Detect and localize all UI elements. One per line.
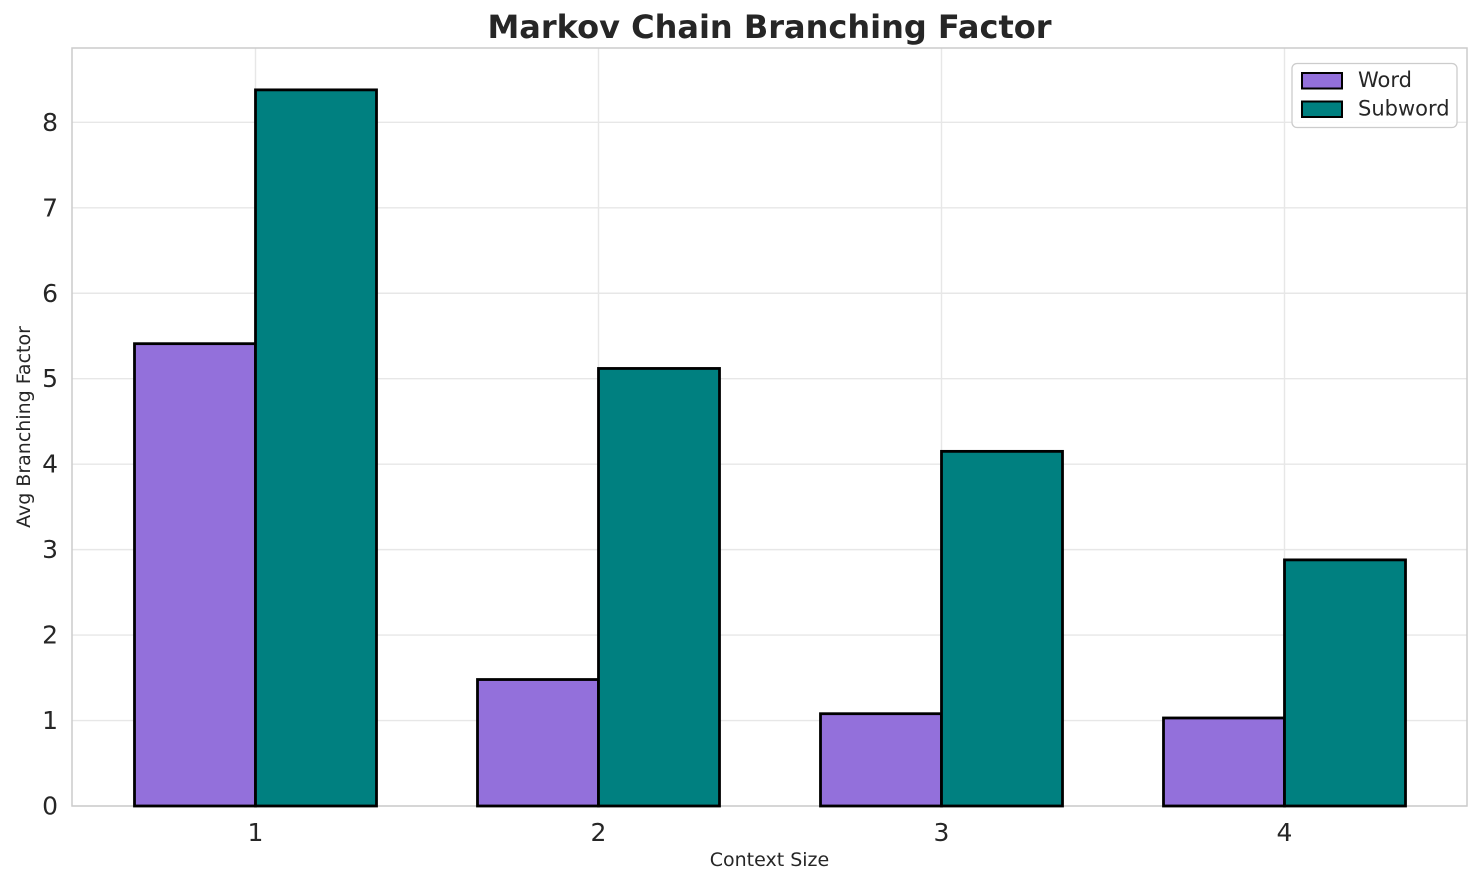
x-tick-label-3: 3 — [934, 818, 950, 847]
y-tick-label-1: 1 — [42, 706, 58, 735]
bar-subword-4 — [1283, 558, 1407, 808]
y-tick-label-7: 7 — [42, 193, 58, 222]
x-tick-label-1: 1 — [248, 818, 264, 847]
y-axis-label: Avg Branching Factor — [13, 326, 35, 528]
bar-subword-3 — [940, 449, 1064, 808]
x-tick-label-2: 2 — [591, 818, 607, 847]
y-tick-label-3: 3 — [42, 535, 58, 564]
y-tick-label-4: 4 — [42, 450, 58, 479]
y-tick-label-2: 2 — [42, 621, 58, 650]
bar-word-4 — [1162, 716, 1286, 808]
bar-subword-1 — [254, 88, 378, 808]
legend-label-subword: Subword — [1358, 97, 1450, 121]
y-tick-label-6: 6 — [42, 279, 58, 308]
bar-word-2 — [476, 678, 600, 808]
legend-swatch-word — [1301, 72, 1343, 90]
bar-subword-2 — [597, 367, 721, 808]
y-tick-label-8: 8 — [42, 108, 58, 137]
y-tick-label-0: 0 — [42, 792, 58, 821]
legend-swatch-subword — [1301, 100, 1343, 118]
x-axis-label: Context Size — [710, 849, 829, 871]
bar-word-1 — [133, 342, 257, 808]
legend-label-word: Word — [1358, 68, 1412, 92]
chart-title: Markov Chain Branching Factor — [487, 8, 1051, 46]
y-tick-label-5: 5 — [42, 364, 58, 393]
bar-word-3 — [819, 712, 943, 808]
x-tick-label-4: 4 — [1277, 818, 1293, 847]
plot-frame — [71, 47, 1468, 807]
